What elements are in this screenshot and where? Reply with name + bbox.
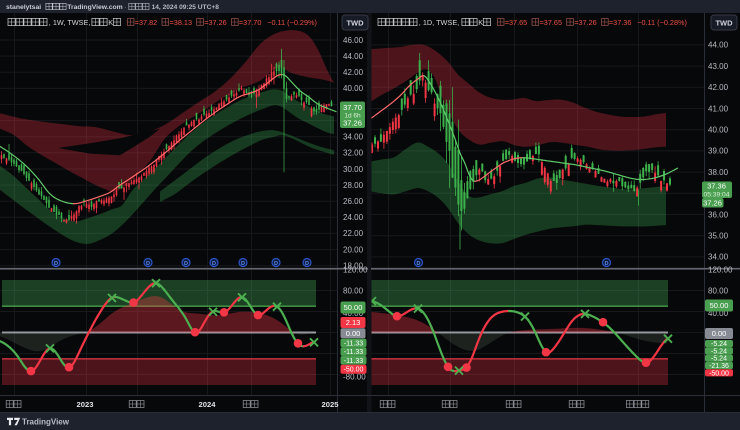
svg-text:=37.65: =37.65 xyxy=(540,18,563,27)
svg-text:42.00: 42.00 xyxy=(343,68,364,77)
svg-text:24.00: 24.00 xyxy=(343,213,364,222)
svg-text:D: D xyxy=(417,261,421,267)
svg-text:, 1W, TWSE,: , 1W, TWSE, xyxy=(49,18,91,27)
svg-text:80.00: 80.00 xyxy=(708,286,729,295)
svg-text:0.00: 0.00 xyxy=(712,329,727,338)
svg-text:34.00: 34.00 xyxy=(343,133,364,142)
svg-text:·: · xyxy=(124,4,126,11)
svg-text:34.00: 34.00 xyxy=(708,253,729,262)
svg-text:42.00: 42.00 xyxy=(708,83,729,92)
svg-text:120.00: 120.00 xyxy=(343,265,368,274)
svg-text:28.00: 28.00 xyxy=(343,181,364,190)
svg-text:44.00: 44.00 xyxy=(708,41,729,50)
svg-text:44.00: 44.00 xyxy=(343,52,364,61)
svg-text:30.00: 30.00 xyxy=(343,165,364,174)
svg-text:40.00: 40.00 xyxy=(343,84,364,93)
svg-text:2024: 2024 xyxy=(199,400,217,409)
svg-text:D: D xyxy=(212,261,216,267)
svg-text:2025: 2025 xyxy=(322,400,340,409)
svg-text:1d 6h: 1d 6h xyxy=(344,113,361,120)
svg-text:-11.33: -11.33 xyxy=(344,340,363,347)
svg-text:=37.26: =37.26 xyxy=(204,18,227,27)
svg-text:=38.13: =38.13 xyxy=(170,18,193,27)
svg-text:D: D xyxy=(305,261,309,267)
svg-text:35.00: 35.00 xyxy=(708,232,729,241)
svg-text:D: D xyxy=(54,261,58,267)
svg-text:22.00: 22.00 xyxy=(343,229,364,238)
svg-text:-11.33: -11.33 xyxy=(344,349,363,356)
svg-text:−0.11 (−0.29%): −0.11 (−0.29%) xyxy=(267,18,317,27)
svg-text:40.00: 40.00 xyxy=(708,309,729,318)
svg-text:120.00: 120.00 xyxy=(708,265,733,274)
svg-text:-50.00: -50.00 xyxy=(344,367,364,374)
svg-text:50.00: 50.00 xyxy=(344,303,363,312)
svg-text:20.00: 20.00 xyxy=(343,245,364,254)
svg-text:TWD: TWD xyxy=(715,18,733,27)
svg-text:37.26: 37.26 xyxy=(703,199,722,208)
svg-text:05:39:04: 05:39:04 xyxy=(703,191,729,198)
svg-text:18.00: 18.00 xyxy=(343,262,364,271)
svg-text:D: D xyxy=(274,261,278,267)
svg-text:TradingView: TradingView xyxy=(22,418,70,427)
svg-text:, 1D, TWSE,: , 1D, TWSE, xyxy=(419,18,459,27)
svg-text:-5.24: -5.24 xyxy=(711,356,727,363)
svg-text:39.00: 39.00 xyxy=(708,147,729,156)
svg-text:K: K xyxy=(478,18,483,27)
svg-text:D: D xyxy=(184,261,188,267)
svg-text:32.00: 32.00 xyxy=(343,149,364,158)
svg-text:37.70: 37.70 xyxy=(343,103,362,112)
svg-text:37.36: 37.36 xyxy=(707,182,726,191)
svg-text:2023: 2023 xyxy=(77,400,94,409)
svg-text:38.00: 38.00 xyxy=(708,168,729,177)
svg-text:0.00: 0.00 xyxy=(346,329,361,338)
svg-text:stanelytsai: stanelytsai xyxy=(6,4,41,11)
svg-text:41.00: 41.00 xyxy=(708,104,729,113)
svg-text:80.00: 80.00 xyxy=(343,286,364,295)
svg-text:-11.33: -11.33 xyxy=(344,358,363,365)
svg-text:40.00: 40.00 xyxy=(708,126,729,135)
svg-text:43.00: 43.00 xyxy=(708,62,729,71)
svg-text:TradingView.com: TradingView.com xyxy=(67,4,123,11)
svg-text:D: D xyxy=(241,261,245,267)
svg-text:−0.11 (−0.28%): −0.11 (−0.28%) xyxy=(637,18,687,27)
svg-text:=37.70: =37.70 xyxy=(239,18,262,27)
svg-text:=37.36: =37.36 xyxy=(609,18,632,27)
svg-text:D: D xyxy=(605,261,609,267)
svg-text:50.00: 50.00 xyxy=(710,301,729,310)
svg-text:=37.26: =37.26 xyxy=(574,18,597,27)
svg-text:K: K xyxy=(108,18,113,27)
svg-text:=37.65: =37.65 xyxy=(505,18,528,27)
svg-text:TWD: TWD xyxy=(346,18,364,27)
svg-text:=37.82: =37.82 xyxy=(135,18,158,27)
svg-text:14, 2024 09:25 UTC+8: 14, 2024 09:25 UTC+8 xyxy=(152,4,220,11)
svg-text:37.26: 37.26 xyxy=(343,118,362,127)
svg-text:36.00: 36.00 xyxy=(708,210,729,219)
svg-text:-50.00: -50.00 xyxy=(709,370,729,377)
svg-text:2.13: 2.13 xyxy=(346,318,361,327)
svg-text:D: D xyxy=(146,261,150,267)
svg-text:-21.36: -21.36 xyxy=(709,363,729,370)
svg-text:-5.24: -5.24 xyxy=(711,341,727,348)
svg-text:-80.00: -80.00 xyxy=(343,372,366,381)
svg-text:46.00: 46.00 xyxy=(343,36,364,45)
svg-text:-5.24: -5.24 xyxy=(711,348,727,355)
svg-text:26.00: 26.00 xyxy=(343,197,364,206)
